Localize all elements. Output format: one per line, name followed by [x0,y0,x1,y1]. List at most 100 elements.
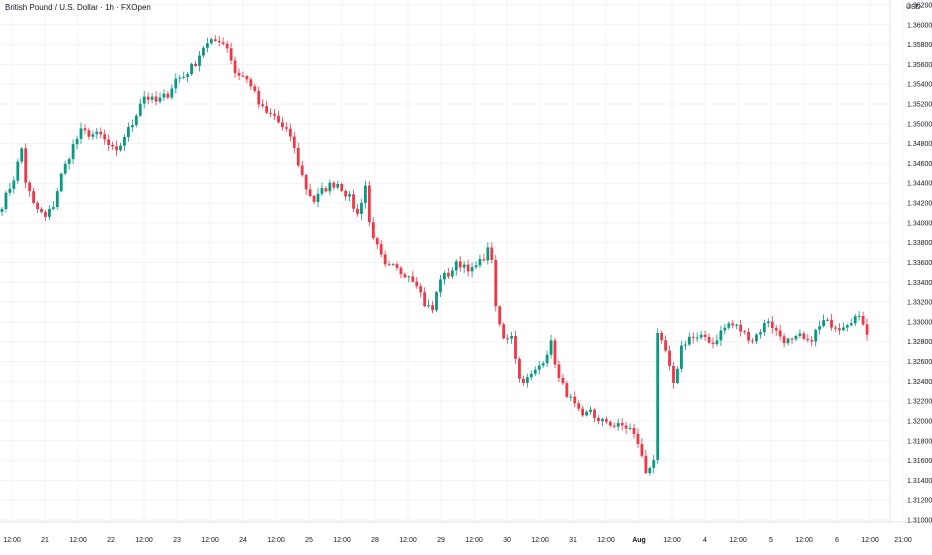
candle-body [474,265,478,268]
candle-body [790,338,794,340]
candle-body [446,272,450,277]
candle-body [830,319,833,328]
candle-body [95,131,99,135]
y-tick-label: 1.33600 [907,260,932,267]
candle-body [640,444,644,456]
y-tick-label: 1.31800 [907,438,932,445]
candle-body [676,368,679,383]
y-tick-label: 1.35400 [907,82,932,89]
candle-body [601,418,604,422]
candle-body [36,203,39,209]
candle-body [510,335,513,339]
x-tick-label: 22 [107,537,115,544]
candle-body [391,264,395,266]
candle-body [529,373,533,378]
candle-body [300,165,304,176]
y-tick-label: 1.31200 [907,498,932,505]
candle-body [668,350,671,367]
candle-body [415,281,419,287]
candle-body [308,189,312,196]
candle-body [672,366,675,383]
candle-body [221,42,225,44]
candle-body [277,115,280,123]
candle-body [841,327,845,331]
candle-body [557,364,561,378]
price-axis[interactable]: 1.36200 1.36000 1.35800 1.35600 1.35400 1.352… [907,2,932,524]
candle-body [40,208,43,213]
x-tick-label: 21 [41,537,49,544]
candle-body [178,77,182,79]
candle-body [664,340,667,351]
candle-body [367,185,371,223]
candle-body [597,418,600,422]
y-tick-label: 1.34200 [907,201,932,208]
candle-body [766,321,770,324]
candle-body [786,338,790,344]
candle-body [407,276,411,278]
candle-body [146,96,150,100]
candle-body [312,195,316,202]
y-tick-label: 1.32000 [907,418,932,425]
candle-body [762,323,766,333]
candle-body [853,316,857,324]
candle-body [134,115,138,126]
candle-body [533,369,537,374]
candle-body [170,88,174,98]
candle-body [257,90,261,105]
candle-body [352,194,355,209]
candle-body [403,274,407,278]
candle-body [206,43,209,48]
candle-body [604,418,608,422]
x-tick-label: 12:00 [3,537,21,544]
y-tick-label: 1.34000 [907,220,932,227]
x-tick-label: 12:00 [729,537,747,544]
candle-body [861,315,865,325]
candle-body [656,332,660,461]
y-tick-label: 1.31000 [907,518,932,525]
time-axis[interactable]: 12:00 21 12:00 22 12:00 23 12:00 24 12:00 25 12:00… [3,537,912,544]
candle-body [715,340,719,345]
candle-body [336,183,340,188]
candle-body [632,427,636,434]
y-tick-label: 1.35600 [907,62,932,69]
currency-label: USD [906,4,921,11]
candle-body [636,433,640,445]
candle-body [249,79,253,87]
candle-body [806,338,810,341]
candle-body [87,130,91,137]
y-tick-label: 1.31600 [907,458,932,465]
candle-body [166,93,170,98]
candle-body [281,122,284,128]
candle-body [439,279,442,293]
candle-body [589,409,592,412]
candle-body [99,131,103,135]
candle-body [158,97,162,102]
candle-body [154,96,158,102]
candle-body [371,222,375,239]
candle-body [826,319,829,321]
x-tick-label: 12:00 [597,537,615,544]
candle-body [751,340,754,342]
candle-body [723,327,727,331]
x-tick-label: 12:00 [69,537,87,544]
candle-body [261,104,265,107]
candle-body [608,421,612,426]
x-tick-label: 12:00 [531,537,549,544]
candle-body [553,340,557,365]
candle-body [55,191,59,208]
x-tick-label: 12:00 [135,537,153,544]
candle-body [103,134,107,140]
candle-body [83,128,87,131]
candle-body [719,330,723,341]
candle-body [845,325,849,328]
candle-body [198,55,201,66]
candle-body [237,72,241,76]
candle-body [620,422,624,426]
candle-body [395,264,399,268]
x-tick-label: 12:00 [333,537,351,544]
y-tick-label: 1.35200 [907,102,932,109]
candle-body [435,292,438,311]
candle-body [454,261,458,271]
